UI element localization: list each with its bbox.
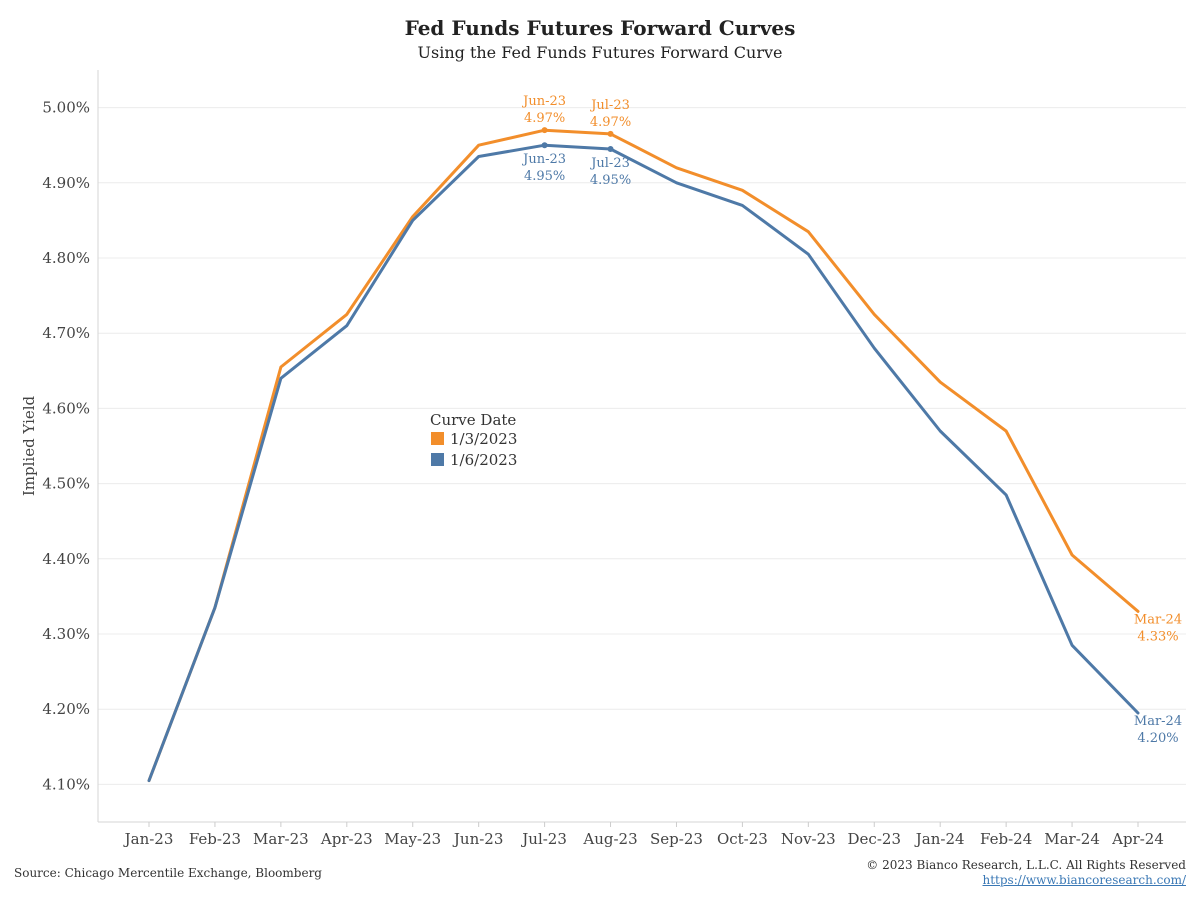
annotation-value: 4.97% <box>524 111 565 126</box>
y-tick-label: 4.50% <box>42 475 90 493</box>
annotation-label: Jul-23 <box>589 156 630 171</box>
x-tick-label: Apr-23 <box>320 830 373 848</box>
website-link[interactable]: https://www.biancoresearch.com/ <box>982 873 1186 887</box>
x-tick-label: Sep-23 <box>650 830 703 848</box>
annotation-label: Jun-23 <box>521 94 566 109</box>
x-tick-label: Oct-23 <box>717 830 768 848</box>
legend-entry: 1/6/2023 <box>450 451 517 469</box>
x-tick-label: Jun-23 <box>452 830 504 848</box>
data-point-marker <box>541 127 548 134</box>
annotation-label: Mar-24 <box>1134 612 1182 627</box>
x-tick-label: Mar-23 <box>253 830 309 848</box>
legend-swatch <box>431 432 444 445</box>
annotation-label: Jun-23 <box>521 152 566 167</box>
y-axis-title: Implied Yield <box>20 395 38 496</box>
y-tick-label: 4.20% <box>42 700 90 718</box>
copyright-note: © 2023 Bianco Research, L.L.C. All Right… <box>866 858 1186 872</box>
data-annotations: Jun-23 4.97% Jul-23 4.97% Jun-23 4.95% Jul-23 4… <box>521 94 1182 746</box>
x-tick-label: Aug-23 <box>582 830 637 848</box>
y-tick-label: 5.00% <box>42 99 90 117</box>
legend-title: Curve Date <box>430 411 516 429</box>
y-tick-label: 4.10% <box>42 775 90 793</box>
y-axis: 4.10% 4.20% 4.30% 4.40% 4.50% 4.60% 4.70% 4.80%… <box>42 70 99 822</box>
data-point-marker <box>607 145 614 152</box>
legend-entry: 1/3/2023 <box>450 430 517 448</box>
annotation-value: 4.33% <box>1137 629 1178 644</box>
data-point-marker <box>541 142 548 149</box>
annotation-value: 4.97% <box>590 115 631 130</box>
series-line-1 <box>147 128 1140 783</box>
x-tick-label: Mar-24 <box>1044 830 1100 848</box>
annotation-value: 4.95% <box>590 173 631 188</box>
series-lines <box>147 128 1140 783</box>
series-line-2 <box>147 143 1140 783</box>
source-note: Source: Chicago Mercentile Exchange, Blo… <box>14 866 322 880</box>
annotation-label: Mar-24 <box>1134 714 1182 729</box>
x-tick-label: Jan-24 <box>914 830 965 848</box>
annotation-value: 4.20% <box>1137 731 1178 746</box>
y-tick-label: 4.80% <box>42 249 90 267</box>
x-tick-label: Apr-24 <box>1111 830 1164 848</box>
x-axis: Jan-23 Feb-23 Mar-23 Apr-23 May-23 Jun-23 Jul-… <box>98 821 1186 848</box>
annotation-label: Jul-23 <box>589 98 630 113</box>
x-tick-label: Jan-23 <box>123 830 174 848</box>
data-point-marker <box>607 130 614 137</box>
y-tick-label: 4.40% <box>42 550 90 568</box>
x-tick-label: Feb-23 <box>189 830 241 848</box>
y-tick-label: 4.90% <box>42 174 90 192</box>
legend: Curve Date 1/3/2023 1/6/2023 <box>430 411 517 469</box>
x-tick-label: May-23 <box>384 830 441 848</box>
y-tick-label: 4.60% <box>42 399 90 417</box>
x-tick-label: Nov-23 <box>781 830 836 848</box>
legend-swatch <box>431 453 444 466</box>
x-tick-label: Jul-23 <box>520 830 567 848</box>
x-tick-label: Feb-24 <box>980 830 1032 848</box>
y-tick-label: 4.70% <box>42 324 90 342</box>
x-tick-label: Dec-23 <box>848 830 901 848</box>
annotation-value: 4.95% <box>524 169 565 184</box>
chart-subtitle: Using the Fed Funds Futures Forward Curv… <box>417 43 783 62</box>
grid-lines <box>98 107 1186 785</box>
y-tick-label: 4.30% <box>42 625 90 643</box>
chart-title: Fed Funds Futures Forward Curves <box>404 16 796 40</box>
